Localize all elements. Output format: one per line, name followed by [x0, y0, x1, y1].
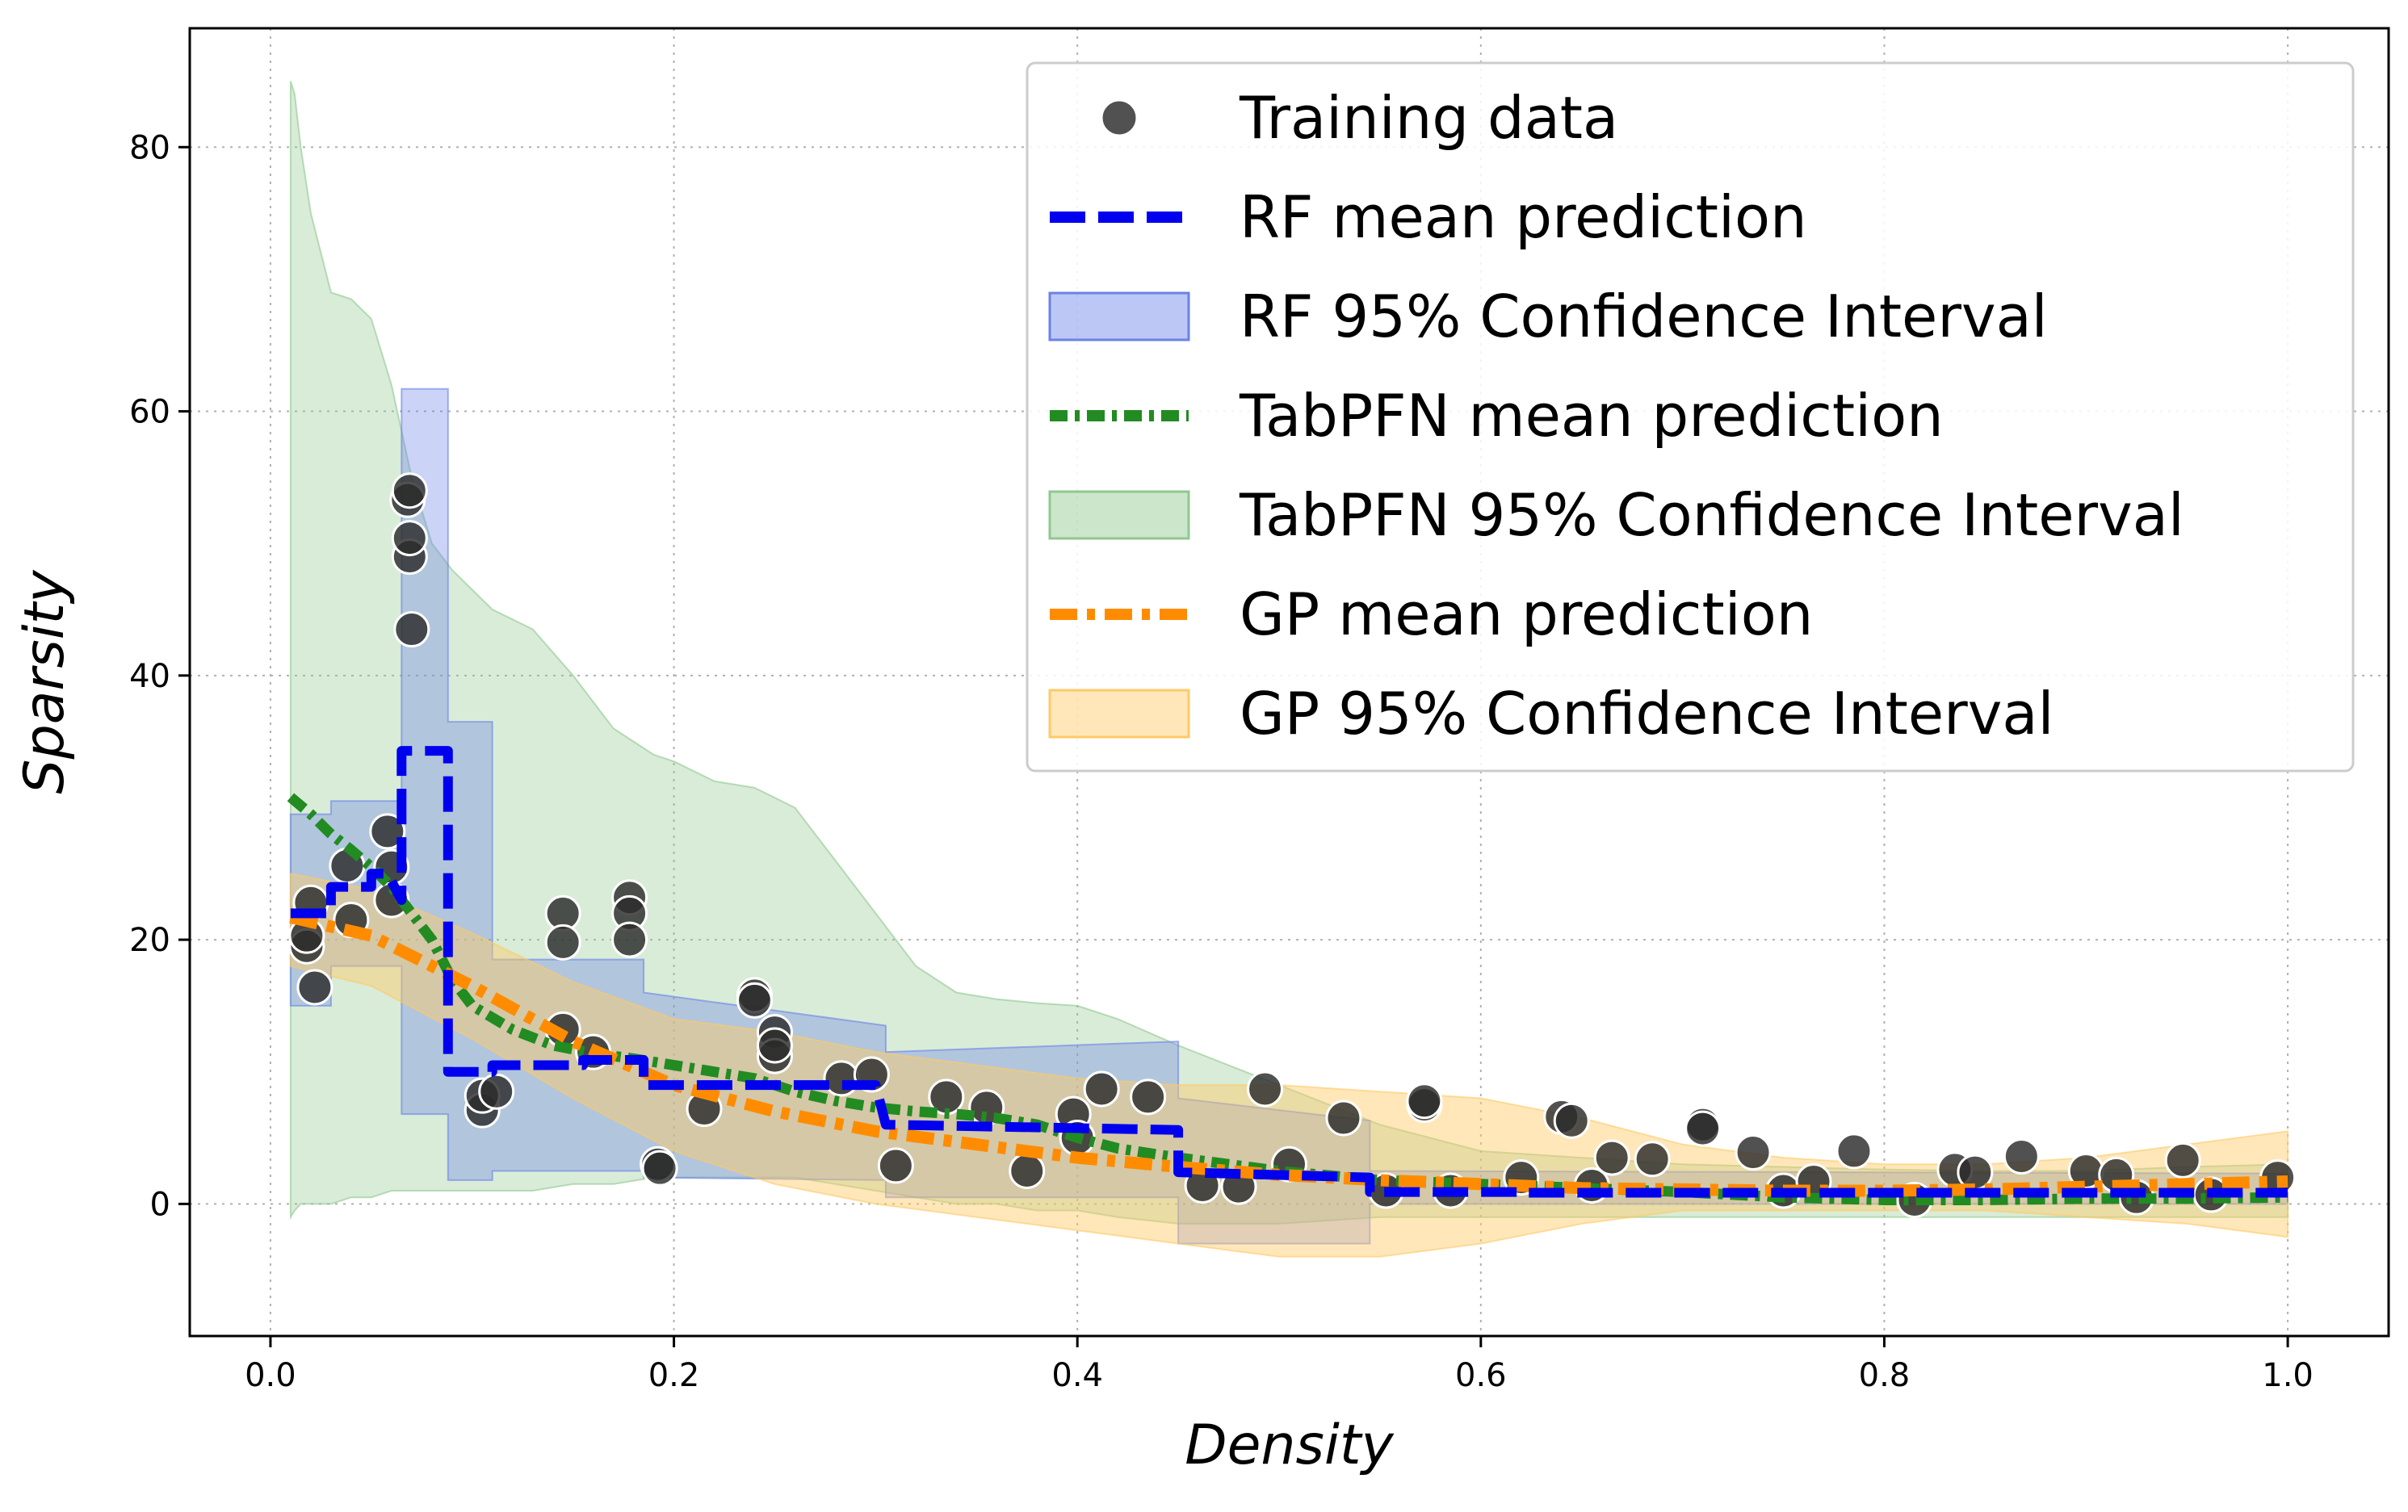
- training-point: [1735, 1134, 1772, 1171]
- training-point: [369, 813, 406, 850]
- training-point: [544, 924, 581, 961]
- legend-handles: [1048, 98, 1190, 739]
- x-tick-label: 0.8: [1859, 1357, 1911, 1394]
- training-point: [1325, 1099, 1362, 1137]
- training-point: [1684, 1110, 1722, 1147]
- training-point: [1593, 1139, 1630, 1176]
- legend-label-gp-interval: GP 95% Confidence Interval: [1240, 680, 2054, 748]
- x-tick-label: 0.2: [648, 1357, 700, 1394]
- training-point: [391, 472, 428, 509]
- training-point: [1247, 1070, 1284, 1108]
- training-point: [1406, 1083, 1443, 1120]
- legend-label-rf-mean: RF mean prediction: [1240, 183, 1807, 251]
- training-point: [611, 921, 648, 958]
- x-tick-label: 0.0: [245, 1357, 296, 1394]
- training-point: [2003, 1137, 2040, 1175]
- axis-ticks: 0.0 0.2 0.4 0.6 0.8 1.0 0 20 40 60 80: [129, 129, 2314, 1394]
- training-point: [1835, 1133, 1873, 1170]
- training-point: [641, 1150, 678, 1187]
- legend-frame: [1026, 61, 2355, 773]
- training-point: [1634, 1141, 1671, 1178]
- legend-handle-gp-band: [1048, 689, 1190, 739]
- legend-handle-tabpfn-band: [1048, 490, 1190, 540]
- plot-frame: [188, 27, 2390, 1338]
- y-tick-label: 60: [129, 394, 170, 431]
- x-tick-label: 0.6: [1455, 1357, 1507, 1394]
- x-tick-label: 1.0: [2262, 1357, 2314, 1394]
- legend-label-tabpfn-mean: TabPFN mean prediction: [1239, 382, 1944, 450]
- legend-handle-training-data: [1100, 98, 1139, 137]
- legend-label-training-data: Training data: [1239, 84, 1618, 152]
- training-point: [877, 1147, 914, 1184]
- training-point: [823, 1060, 860, 1097]
- training-point: [1130, 1079, 1167, 1116]
- y-tick-label: 20: [129, 922, 170, 959]
- training-point: [393, 611, 430, 648]
- x-tick-label: 0.4: [1051, 1357, 1103, 1394]
- training-point: [736, 982, 773, 1019]
- y-tick-label: 0: [150, 1186, 170, 1223]
- training-point: [478, 1073, 515, 1110]
- training-point: [1083, 1070, 1120, 1108]
- training-point: [1009, 1152, 1046, 1189]
- training-point: [2164, 1141, 2201, 1179]
- mean-lines: [287, 746, 2288, 1205]
- y-tick-label: 40: [129, 658, 170, 695]
- training-point: [756, 1027, 793, 1064]
- legend: Training data RF mean prediction RF 95% …: [1026, 61, 2355, 773]
- training-point: [1553, 1102, 1590, 1139]
- training-point: [296, 969, 334, 1006]
- gp-confidence-band: [289, 873, 2289, 1258]
- legend-label-rf-interval: RF 95% Confidence Interval: [1240, 283, 2048, 350]
- legend-label-tabpfn-interval: TabPFN 95% Confidence Interval: [1239, 481, 2184, 549]
- tabpfn-mean-line: [287, 793, 2288, 1205]
- rf-mean-line: [290, 746, 2288, 1198]
- x-axis-label: Density: [1185, 1414, 1394, 1477]
- training-point: [391, 520, 428, 557]
- legend-handle-rf-band: [1048, 291, 1190, 341]
- y-axis-label: Sparsity: [13, 570, 77, 794]
- y-tick-label: 80: [129, 129, 170, 166]
- legend-label-gp-mean: GP mean prediction: [1240, 580, 1813, 648]
